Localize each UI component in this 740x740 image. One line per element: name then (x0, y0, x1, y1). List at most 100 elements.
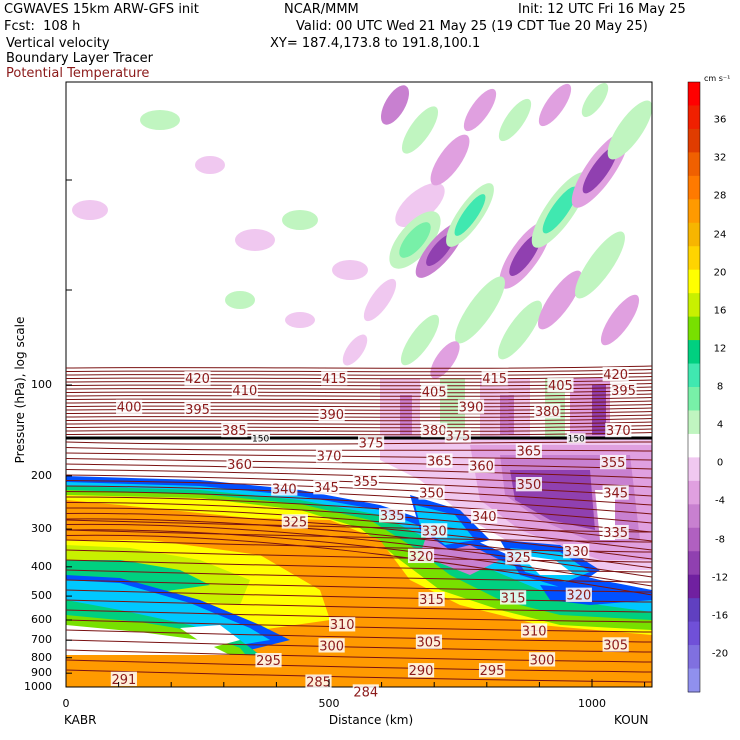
colorbar-label: 0 (716, 457, 724, 469)
theta-label: 375 (359, 436, 384, 451)
theta-label: 350 (419, 486, 444, 501)
isentrope-line (66, 447, 652, 452)
isentropes-layer (66, 365, 652, 683)
theta-label: 345 (603, 486, 628, 501)
y-tick-label: 400 (31, 559, 52, 573)
theta-label: 310 (330, 618, 355, 633)
theta-label: 315 (501, 591, 526, 606)
isentrope-line (66, 428, 652, 432)
isentrope-line (66, 496, 652, 533)
y-tick-label: 700 (31, 633, 52, 647)
colorbar-swatch (688, 504, 700, 529)
theta-label: 355 (353, 475, 378, 490)
colorbar-swatch (688, 574, 700, 599)
theta-label-bg (521, 623, 548, 638)
colorbar-swatch (688, 551, 700, 576)
isentrope-line (66, 491, 652, 524)
theta-label-bg (352, 473, 379, 489)
theta-label: 415 (482, 372, 507, 387)
y-tick-label: 1000 (24, 680, 52, 693)
colorbar-label: 28 (713, 190, 727, 202)
colorbar-label: 32 (713, 152, 727, 164)
theta-label: 400 (117, 401, 142, 416)
isentrope-line (66, 485, 652, 515)
isentrope-line (66, 549, 652, 563)
theta-label-bg (315, 448, 343, 463)
theta-label: 290 (409, 664, 434, 679)
isentrope-line (66, 400, 652, 404)
colorbar-swatch (688, 316, 700, 341)
theta-label: 355 (601, 456, 626, 471)
colorbar-swatch (688, 363, 700, 388)
colorbar (687, 81, 701, 693)
isentrope-line (66, 397, 652, 401)
theta-label: 340 (272, 482, 297, 497)
isentrope-line (66, 425, 652, 429)
theta-label: 320 (566, 589, 591, 604)
y-tick-label: 900 (31, 666, 52, 680)
colorbar-swatch (688, 527, 700, 552)
model-title: CGWAVES 15km ARW-GFS init (4, 2, 199, 17)
cross-section-coords: XY= 187.4,173.8 to 191.8,100.1 (270, 36, 481, 51)
theta-label-bg (471, 509, 498, 524)
theta-label-bg (426, 453, 453, 468)
theta-label-bg (515, 443, 542, 458)
theta-label-bg (547, 377, 574, 393)
theta-label-bg (184, 371, 211, 386)
isentrope-line (66, 599, 652, 613)
theta-label-bg (421, 523, 448, 538)
isentrope-line (66, 458, 652, 470)
theta-label: 325 (282, 515, 307, 530)
theta-label-bg (500, 590, 527, 605)
theta-label: 350 (516, 478, 541, 493)
theta-label: 420 (185, 372, 210, 387)
theta-label: 370 (606, 424, 631, 439)
theta-label: 405 (548, 379, 573, 394)
theta-label: 360 (469, 460, 494, 475)
right-endpoint-label: KOUN (614, 713, 649, 727)
theta-label-bg (421, 422, 448, 438)
theta-label: 315 (419, 593, 444, 608)
isentrope-line (66, 404, 652, 408)
theta-label-bg (407, 548, 435, 564)
theta-label: 380 (422, 424, 447, 439)
forecast-hour: Fcst: 108 h (4, 19, 81, 34)
y-tick-label: 100 (31, 378, 52, 391)
isentrope-line (66, 474, 652, 497)
theta-label-bg (415, 634, 443, 649)
isentrope-line (66, 418, 652, 422)
colorbar-label: -4 (715, 495, 725, 507)
isentrope-line (66, 529, 652, 543)
theta-label-bg (528, 652, 556, 667)
isentrope-line (66, 463, 652, 479)
theta-label-bg (271, 481, 298, 496)
theta-label-bg (481, 371, 508, 386)
colorbar-swatch (688, 457, 700, 482)
valid-time: Valid: 00 UTC Wed 21 May 25 (19 CDT Tue … (296, 19, 648, 34)
theta-label: 295 (480, 664, 505, 679)
theta-label-bg (110, 671, 137, 687)
field-boundary-layer-tracer: Boundary Layer Tracer (6, 51, 153, 66)
colorbar-swatch (688, 105, 700, 130)
isentrope-line (66, 393, 652, 397)
tropopause-label: 150 (252, 435, 269, 445)
theta-label-bg (421, 384, 448, 399)
theta-label-bg (602, 485, 629, 500)
theta-label: 395 (611, 384, 636, 399)
theta-label-bg (468, 458, 495, 473)
theta-label: 365 (516, 445, 541, 460)
colorbar-swatch (688, 82, 700, 106)
isentrope-line (66, 609, 652, 623)
isentrope-line (66, 569, 652, 583)
theta-label: 325 (506, 551, 531, 566)
y-tick-label: 600 (31, 613, 52, 626)
colorbar-swatch (688, 293, 700, 318)
theta-label-bg (352, 684, 379, 699)
colorbar-label: 36 (713, 114, 727, 126)
colorbar-label: 24 (713, 229, 727, 240)
colorbar-unit: cm s⁻¹ (704, 74, 731, 83)
theta-label-bg (357, 435, 385, 450)
theta-label-bg (565, 587, 592, 602)
isentrope-line (66, 414, 652, 418)
theta-label: 305 (417, 636, 442, 651)
